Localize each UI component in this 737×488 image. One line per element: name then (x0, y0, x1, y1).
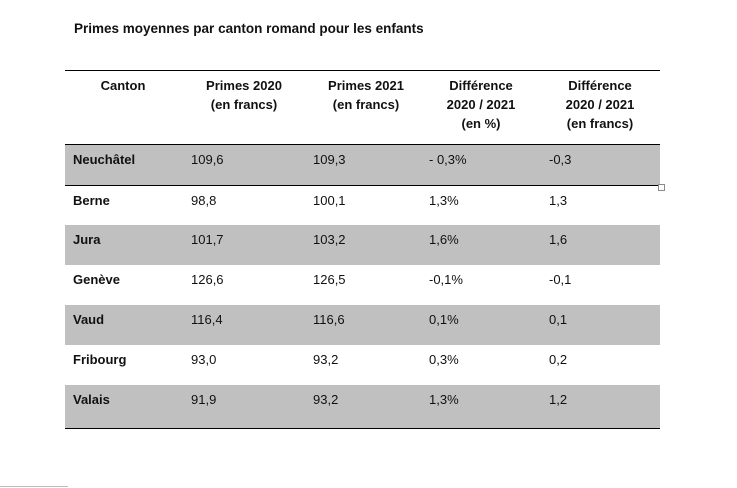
cell-difference-francs: 1,3 (549, 193, 568, 208)
table-row: Genève 126,6 126,5 -0,1% -0,1 (65, 265, 660, 305)
cell-primes-2020: 98,8 (191, 193, 217, 208)
page-edge-line (0, 486, 68, 487)
cell-primes-2021: 103,2 (313, 232, 346, 247)
table-row: Jura 101,7 103,2 1,6% 1,6 (65, 225, 660, 265)
cell-difference-francs: -0,3 (549, 152, 572, 167)
table-row: Valais 91,9 93,2 1,3% 1,2 (65, 385, 660, 428)
table-resize-handle[interactable] (658, 184, 665, 191)
cell-primes-2020: 109,6 (191, 152, 224, 167)
table-row: Neuchâtel 109,6 109,3 - 0,3% -0,3 (65, 145, 660, 185)
cell-primes-2021: 93,2 (313, 352, 339, 367)
cell-difference-pct: 1,3% (429, 392, 459, 407)
cell-canton: Jura (73, 232, 101, 247)
table-row: Vaud 116,4 116,6 0,1% 0,1 (65, 305, 660, 345)
cell-canton: Valais (73, 392, 110, 407)
cell-primes-2020: 101,7 (191, 232, 224, 247)
table-header-row: Canton Primes 2020 (en francs) Primes 20… (65, 71, 660, 145)
header-primes-2021: Primes 2021 (en francs) (328, 78, 404, 112)
cell-canton: Fribourg (73, 352, 127, 367)
header-primes-2020: Primes 2020 (en francs) (206, 78, 282, 112)
cell-difference-pct: -0,1% (429, 272, 463, 287)
cell-canton: Genève (73, 272, 120, 287)
cell-difference-pct: 0,3% (429, 352, 459, 367)
cell-difference-pct: - 0,3% (429, 152, 467, 167)
cell-primes-2021: 100,1 (313, 193, 346, 208)
cell-difference-francs: 0,2 (549, 352, 568, 367)
cell-difference-francs: -0,1 (549, 272, 572, 287)
cell-difference-pct: 0,1% (429, 312, 459, 327)
cell-difference-francs: 1,6 (549, 232, 568, 247)
cell-primes-2021: 126,5 (313, 272, 346, 287)
cell-primes-2020: 91,9 (191, 392, 217, 407)
cell-primes-2021: 93,2 (313, 392, 339, 407)
header-canton: Canton (100, 78, 146, 93)
premiums-table: Canton Primes 2020 (en francs) Primes 20… (65, 70, 660, 429)
cell-canton: Berne (73, 193, 110, 208)
table-row: Berne 98,8 100,1 1,3% 1,3 (65, 185, 660, 225)
table-row: Fribourg 93,0 93,2 0,3% 0,2 (65, 345, 660, 385)
cell-primes-2020: 116,4 (191, 312, 223, 327)
cell-difference-francs: 0,1 (549, 312, 568, 327)
cell-difference-francs: 1,2 (549, 392, 568, 407)
cell-primes-2020: 93,0 (191, 352, 217, 367)
cell-canton: Vaud (73, 312, 105, 327)
cell-primes-2021: 109,3 (313, 152, 346, 167)
document-title: Primes moyennes par canton romand pour l… (74, 21, 424, 36)
cell-primes-2021: 116,6 (313, 312, 345, 327)
cell-difference-pct: 1,6% (429, 232, 459, 247)
cell-canton: Neuchâtel (73, 152, 136, 167)
cell-difference-pct: 1,3% (429, 193, 459, 208)
header-difference-pct: Différence 2020 / 2021 (en %) (446, 78, 516, 131)
header-difference-francs: Différence 2020 / 2021 (en francs) (565, 78, 635, 131)
cell-primes-2020: 126,6 (191, 272, 224, 287)
